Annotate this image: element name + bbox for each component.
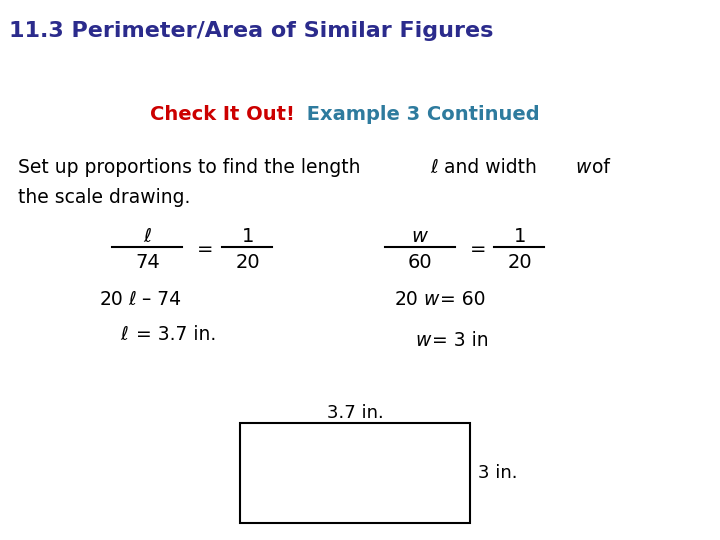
Text: = 3 in: = 3 in <box>432 331 489 350</box>
Text: =: = <box>197 240 213 259</box>
Text: Check It Out!: Check It Out! <box>150 105 295 124</box>
Text: 60: 60 <box>408 253 432 272</box>
Text: = 60: = 60 <box>440 290 485 309</box>
Text: the scale drawing.: the scale drawing. <box>18 188 190 207</box>
Text: =: = <box>469 240 486 259</box>
Text: = 3.7 in.: = 3.7 in. <box>136 325 216 344</box>
Text: 1: 1 <box>514 227 526 246</box>
Text: $\ell$: $\ell$ <box>143 227 153 246</box>
Text: 1: 1 <box>242 227 254 246</box>
Text: – 74: – 74 <box>142 290 181 309</box>
Text: of: of <box>592 158 610 177</box>
Text: $w$: $w$ <box>411 227 429 246</box>
Text: 20: 20 <box>508 253 532 272</box>
Text: 11.3 Perimeter/Area of Similar Figures: 11.3 Perimeter/Area of Similar Figures <box>9 21 493 41</box>
Text: 20: 20 <box>100 290 124 309</box>
Text: $w$: $w$ <box>423 290 441 309</box>
Text: 74: 74 <box>135 253 161 272</box>
Bar <box>240 423 470 523</box>
Text: 20: 20 <box>395 290 419 309</box>
Text: $\ell$: $\ell$ <box>430 158 439 177</box>
Text: 20: 20 <box>235 253 261 272</box>
Text: $w$: $w$ <box>575 158 593 177</box>
Text: 3.7 in.: 3.7 in. <box>327 404 383 422</box>
Text: Set up proportions to find the length: Set up proportions to find the length <box>18 158 361 177</box>
Text: $\ell$: $\ell$ <box>128 290 137 309</box>
Text: Example 3 Continued: Example 3 Continued <box>300 105 539 124</box>
Text: $w$: $w$ <box>415 331 432 350</box>
Text: 3 in.: 3 in. <box>478 464 518 482</box>
Text: and width: and width <box>444 158 537 177</box>
Text: $\ell$: $\ell$ <box>120 325 129 344</box>
